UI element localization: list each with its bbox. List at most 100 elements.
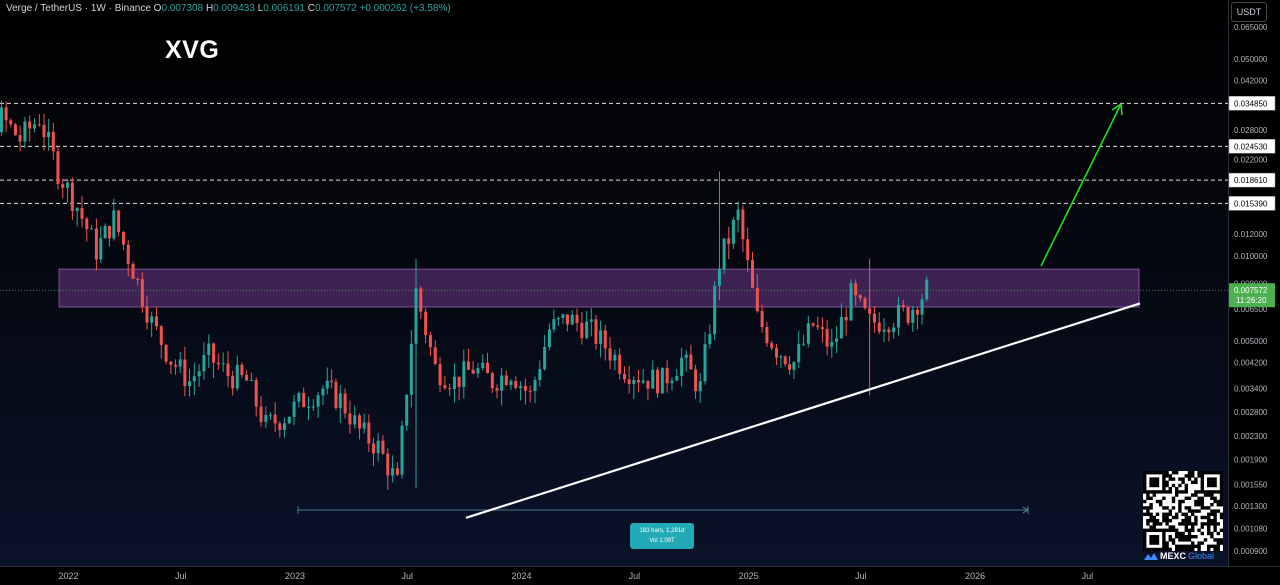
qr-module [1200, 471, 1204, 475]
qr-module [1219, 538, 1224, 542]
candle [325, 367, 329, 395]
candle [471, 360, 475, 375]
qr-module [1213, 499, 1217, 504]
qr-module [1191, 480, 1195, 484]
candle [311, 398, 315, 411]
candle [556, 316, 560, 327]
qr-module [1143, 512, 1147, 516]
candle [18, 125, 22, 152]
qr-module [1219, 474, 1224, 478]
qr-module [1216, 471, 1220, 475]
candle [259, 396, 263, 427]
qr-module [1187, 519, 1192, 523]
qr-module [1200, 515, 1204, 520]
qr-module [1146, 528, 1150, 532]
candle [486, 352, 490, 374]
candle [80, 195, 84, 228]
qr-module [1219, 483, 1224, 488]
candle-body [240, 364, 244, 375]
qr-module [1178, 490, 1182, 494]
close-label: C [307, 3, 315, 14]
qr-module [1184, 538, 1188, 542]
candle [90, 224, 94, 230]
qr-module [1219, 515, 1224, 520]
qr-module [1149, 519, 1153, 523]
qr-module [1210, 496, 1214, 500]
qr-module [1159, 528, 1163, 532]
candle-body [504, 375, 508, 385]
qr-module [1219, 503, 1224, 507]
qr-module [1165, 474, 1169, 478]
candle [278, 421, 282, 438]
qr-module [1152, 541, 1156, 545]
open-value: 0.007308 [161, 3, 204, 14]
candle-body [746, 239, 750, 261]
candle [656, 367, 660, 398]
candle-body [471, 369, 475, 374]
candle-body [552, 319, 556, 330]
candle [56, 146, 60, 190]
qr-module [1210, 480, 1214, 484]
qr-module [1203, 522, 1208, 526]
candle [0, 100, 3, 136]
qr-module [1184, 490, 1188, 494]
candle-body [466, 361, 470, 370]
qr-module [1162, 496, 1166, 500]
qr-module [1181, 538, 1185, 542]
qr-module [1171, 499, 1176, 504]
currency-button[interactable]: USDT [1231, 2, 1267, 22]
price-axis[interactable] [1228, 0, 1280, 566]
qr-module [1155, 535, 1160, 539]
qr-module [1200, 525, 1204, 529]
candle [386, 448, 390, 490]
candle [70, 177, 74, 220]
qr-module [1178, 483, 1182, 488]
qr-module [1143, 477, 1147, 481]
qr-module [1200, 499, 1204, 504]
qr-module [1216, 522, 1220, 526]
qr-module [1165, 490, 1169, 494]
qr-module [1203, 471, 1208, 475]
candle-body [292, 401, 296, 417]
candle [94, 218, 98, 271]
candle [226, 351, 230, 388]
symbol-name[interactable]: Verge / TetherUS · 1W · Binance [6, 3, 151, 14]
candle [192, 362, 196, 396]
candle [47, 118, 51, 151]
qr-module [1210, 531, 1214, 536]
candle-body [896, 304, 900, 328]
candle-body [806, 323, 810, 344]
candle-body [538, 369, 542, 381]
qr-module [1152, 483, 1156, 488]
candle-body [188, 381, 192, 387]
qr-module [1155, 538, 1160, 542]
time-axis[interactable] [0, 566, 1280, 585]
qr-module [1178, 547, 1182, 552]
candle-body [476, 368, 480, 374]
candle-body [80, 208, 84, 219]
candle-body [750, 260, 754, 288]
qr-module [1210, 477, 1214, 481]
qr-module [1155, 522, 1160, 526]
candle-body [358, 415, 362, 429]
qr-module [1181, 499, 1185, 504]
candle-body [543, 347, 547, 370]
qr-module [1197, 528, 1201, 532]
qr-module [1216, 541, 1220, 545]
qr-module [1181, 544, 1185, 548]
candle-body [13, 124, 17, 136]
candle-body [249, 380, 253, 382]
qr-module [1200, 522, 1204, 526]
qr-module [1181, 522, 1185, 526]
candle [694, 364, 698, 399]
qr-module [1194, 509, 1198, 513]
candle [13, 122, 17, 136]
qr-module [1213, 538, 1217, 542]
candle [675, 368, 679, 382]
qr-module [1171, 483, 1176, 488]
qr-module [1165, 480, 1169, 484]
qr-module [1152, 547, 1156, 552]
qr-module [1168, 477, 1172, 481]
qr-module [1155, 483, 1160, 488]
